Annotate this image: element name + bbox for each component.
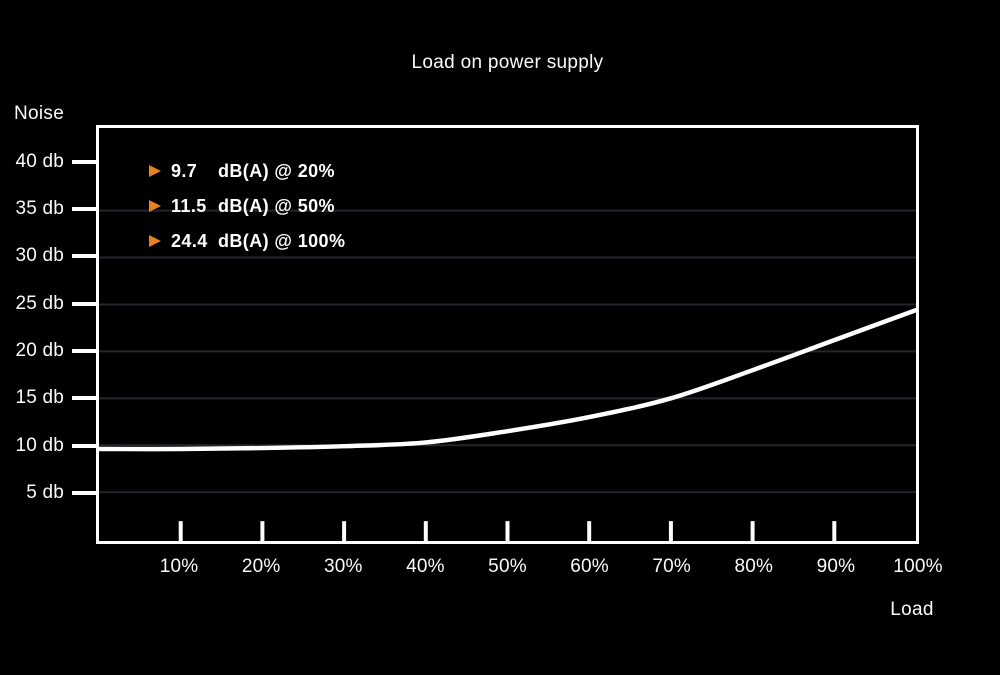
y-tick-mark (72, 443, 97, 448)
y-tick-label: 10 db (15, 434, 64, 456)
legend-row: 11.5 dB(A) @ 50% (149, 195, 345, 217)
x-tick-label: 40% (406, 556, 445, 577)
legend: 9.7 dB(A) @ 20% 11.5 dB(A) @ 50% 24.4 dB(A) @… (149, 160, 345, 265)
x-tick-mark (750, 521, 755, 541)
x-tick-mark (342, 521, 347, 541)
x-tick-label: 70% (652, 556, 691, 577)
x-tick-label: 80% (734, 556, 774, 577)
noise-curve (99, 307, 916, 452)
y-tick-mark (72, 254, 97, 259)
x-tick-mark (668, 521, 673, 541)
y-tick-label: 35 db (15, 198, 64, 220)
y-tick-label: 5 db (26, 481, 64, 503)
annotation-label: dB(A) @ 20% (218, 160, 335, 181)
annotation-label: dB(A) @ 100% (218, 230, 346, 251)
triangle-right-icon (149, 200, 161, 212)
legend-row: 24.4 dB(A) @ 100% (149, 230, 345, 252)
y-tick-mark (72, 490, 97, 495)
x-tick-label: 60% (570, 556, 609, 577)
y-tick-label: 40 db (15, 150, 64, 172)
x-axis-title: Load (890, 599, 934, 620)
y-tick-mark (72, 349, 97, 354)
x-tick-mark (505, 521, 510, 541)
plot-area: 9.7 dB(A) @ 20% 11.5 dB(A) @ 50% 24.4 dB(A) @… (96, 125, 919, 544)
legend-row: 9.7 dB(A) @ 20% (149, 160, 345, 182)
x-tick-mark (587, 521, 592, 541)
x-tick-label: 10% (159, 556, 199, 577)
annotation-value: 24.4 (171, 230, 208, 251)
noise-curve-plot (99, 209, 916, 541)
y-tick-mark (72, 396, 97, 401)
x-tick-label: 30% (323, 556, 363, 577)
x-tick-mark (260, 521, 265, 541)
x-tick-label: 50% (488, 556, 527, 577)
x-tick-mark (832, 521, 837, 541)
annotation-label: dB(A) @ 50% (218, 195, 335, 216)
y-tick-label: 25 db (15, 292, 64, 314)
chart-title: Load on power supply (411, 52, 604, 73)
y-tick-label: 20 db (15, 340, 64, 362)
x-tick-mark (423, 521, 428, 541)
y-tick-label: 15 db (15, 387, 64, 409)
x-tick-label: 20% (241, 556, 281, 577)
y-tick-mark (72, 301, 97, 306)
triangle-right-icon (149, 235, 161, 247)
x-tick-label: 90% (816, 556, 856, 577)
y-axis-title: Noise (14, 103, 65, 124)
y-tick-label: 30 db (15, 245, 64, 267)
y-tick-mark (72, 159, 97, 164)
y-tick-mark (72, 207, 97, 212)
annotation-value: 9.7 (171, 160, 198, 181)
x-tick-label: 100% (893, 556, 943, 577)
x-tick-mark (178, 521, 183, 541)
triangle-right-icon (149, 165, 161, 177)
annotation-value: 11.5 (171, 195, 207, 216)
